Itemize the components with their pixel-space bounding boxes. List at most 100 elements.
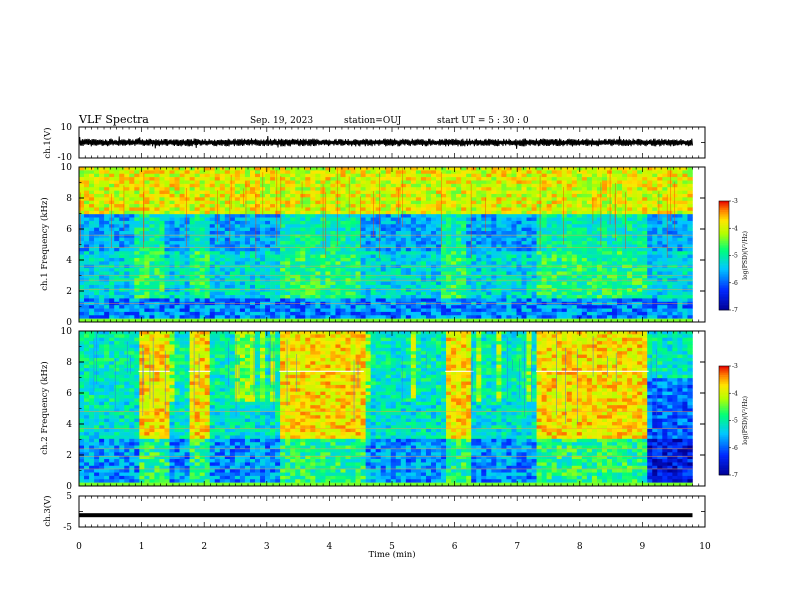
spectrogram-cell bbox=[476, 251, 482, 255]
spectrogram-cell bbox=[79, 170, 85, 175]
spectrogram-cell bbox=[566, 311, 573, 316]
spectrogram-cell bbox=[410, 241, 417, 245]
spectrogram-cell bbox=[491, 173, 497, 178]
spectrogram-cell bbox=[446, 274, 452, 279]
spectrogram-cell bbox=[330, 251, 336, 255]
spectrogram-cell bbox=[375, 214, 382, 218]
spectrogram-cell bbox=[410, 261, 417, 266]
spectrogram-cell bbox=[124, 274, 130, 279]
spectrogram-cell bbox=[365, 315, 371, 319]
spectrogram-cell bbox=[586, 217, 593, 222]
spectrogram-cell bbox=[516, 254, 522, 259]
spectrogram-cell bbox=[189, 173, 195, 178]
spectrogram-cell bbox=[436, 264, 442, 269]
spectrogram-cell bbox=[365, 227, 371, 232]
spectrogram-cell bbox=[139, 257, 145, 262]
spectrogram-cell bbox=[265, 247, 271, 252]
spectrogram-cell bbox=[390, 200, 397, 205]
spectrogram-cell bbox=[355, 284, 361, 289]
spectrogram-cell bbox=[290, 183, 296, 188]
spectrogram-cell bbox=[405, 315, 412, 319]
spectrogram-cell bbox=[184, 204, 190, 208]
spectrogram-cell bbox=[285, 167, 291, 171]
spectrogram-cell bbox=[586, 298, 593, 303]
spectrogram-cell bbox=[496, 288, 502, 292]
spectrogram-cell bbox=[174, 193, 180, 198]
spectrogram-cell bbox=[169, 224, 175, 228]
spectrogram-cell bbox=[159, 264, 165, 269]
spectrogram-cell bbox=[436, 200, 442, 205]
spectrogram-cell bbox=[149, 173, 155, 178]
spectrogram-cell bbox=[526, 264, 532, 269]
spectrogram-cell bbox=[315, 244, 321, 249]
spectrogram-cell bbox=[109, 291, 115, 296]
spectrogram-cell bbox=[591, 234, 598, 239]
spectrogram-cell bbox=[104, 318, 110, 323]
spectrogram-cell bbox=[375, 183, 382, 188]
spectrogram-cell bbox=[134, 231, 140, 235]
spectrogram-cell bbox=[355, 268, 361, 272]
spectrogram-cell bbox=[229, 170, 236, 175]
spectrogram-cell bbox=[471, 170, 477, 175]
spectrogram-cell bbox=[204, 183, 211, 188]
spectrogram-cell bbox=[561, 231, 568, 235]
spectrogram-cell bbox=[556, 305, 563, 309]
spectrogram-cell bbox=[194, 271, 200, 276]
spectrogram-cell bbox=[129, 234, 135, 239]
spectrogram-cell bbox=[219, 257, 226, 262]
spectrogram-cell bbox=[99, 254, 105, 259]
spectrogram-cell bbox=[551, 227, 558, 232]
spectrogram-cell bbox=[607, 308, 613, 313]
spectrogram-cell bbox=[340, 183, 346, 188]
spectrogram-cell bbox=[219, 224, 226, 228]
spectrogram-cell bbox=[596, 295, 603, 299]
spectrogram-cell bbox=[84, 227, 90, 232]
spectrogram-cell bbox=[249, 190, 256, 195]
spectrogram-cell bbox=[491, 295, 497, 299]
spectrogram-cell bbox=[410, 204, 417, 208]
spectrogram-cell bbox=[436, 214, 442, 218]
spectrogram-cell bbox=[546, 281, 552, 286]
spectrogram-cell bbox=[99, 187, 105, 191]
spectrogram-cell bbox=[84, 220, 90, 225]
spectrogram-cell bbox=[586, 251, 593, 255]
spectrogram-cell bbox=[501, 257, 507, 262]
spectrogram-cell bbox=[119, 244, 125, 249]
spectrogram-cell bbox=[375, 281, 382, 286]
spectrogram-cell bbox=[576, 251, 583, 255]
spectrogram-cell bbox=[501, 315, 507, 319]
spectrogram-cell bbox=[255, 271, 261, 276]
spectrogram-cell bbox=[255, 234, 261, 239]
spectrogram-cell bbox=[612, 291, 618, 296]
spectrogram-cell bbox=[541, 274, 547, 279]
spectrogram-cell bbox=[581, 220, 588, 225]
spectrogram-cell bbox=[164, 214, 170, 218]
spectrogram-cell bbox=[164, 318, 170, 323]
spectrogram-cell bbox=[79, 241, 85, 245]
spectrogram-cell bbox=[224, 217, 231, 222]
spectrogram-cell bbox=[511, 251, 517, 255]
spectrogram-cell bbox=[315, 264, 321, 269]
spectrogram-cell bbox=[586, 241, 593, 245]
spectrogram-cell bbox=[214, 247, 221, 252]
spectrogram-cell bbox=[89, 180, 95, 185]
spectrogram-cell bbox=[174, 274, 180, 279]
spectrogram-cell bbox=[486, 183, 492, 188]
spectrogram-cell bbox=[234, 254, 241, 259]
spectrogram-cell bbox=[441, 268, 447, 272]
spectrogram-cell bbox=[617, 305, 623, 309]
spectrogram-cell bbox=[134, 291, 140, 296]
spectrogram-cell bbox=[345, 177, 351, 181]
spectrogram-cell bbox=[345, 183, 351, 188]
spectrogram-cell bbox=[461, 257, 467, 262]
spectrogram-cell bbox=[395, 254, 402, 259]
spectrogram-cell bbox=[576, 261, 583, 266]
spectrogram-cell bbox=[385, 180, 392, 185]
spectrogram-cell bbox=[134, 207, 140, 212]
spectrogram-cell bbox=[536, 220, 542, 225]
spectrogram-cell bbox=[149, 264, 155, 269]
spectrogram-cell bbox=[295, 284, 301, 289]
spectrogram-cell bbox=[320, 271, 326, 276]
spectrogram-cell bbox=[265, 227, 271, 232]
spectrogram-cell bbox=[89, 268, 95, 272]
